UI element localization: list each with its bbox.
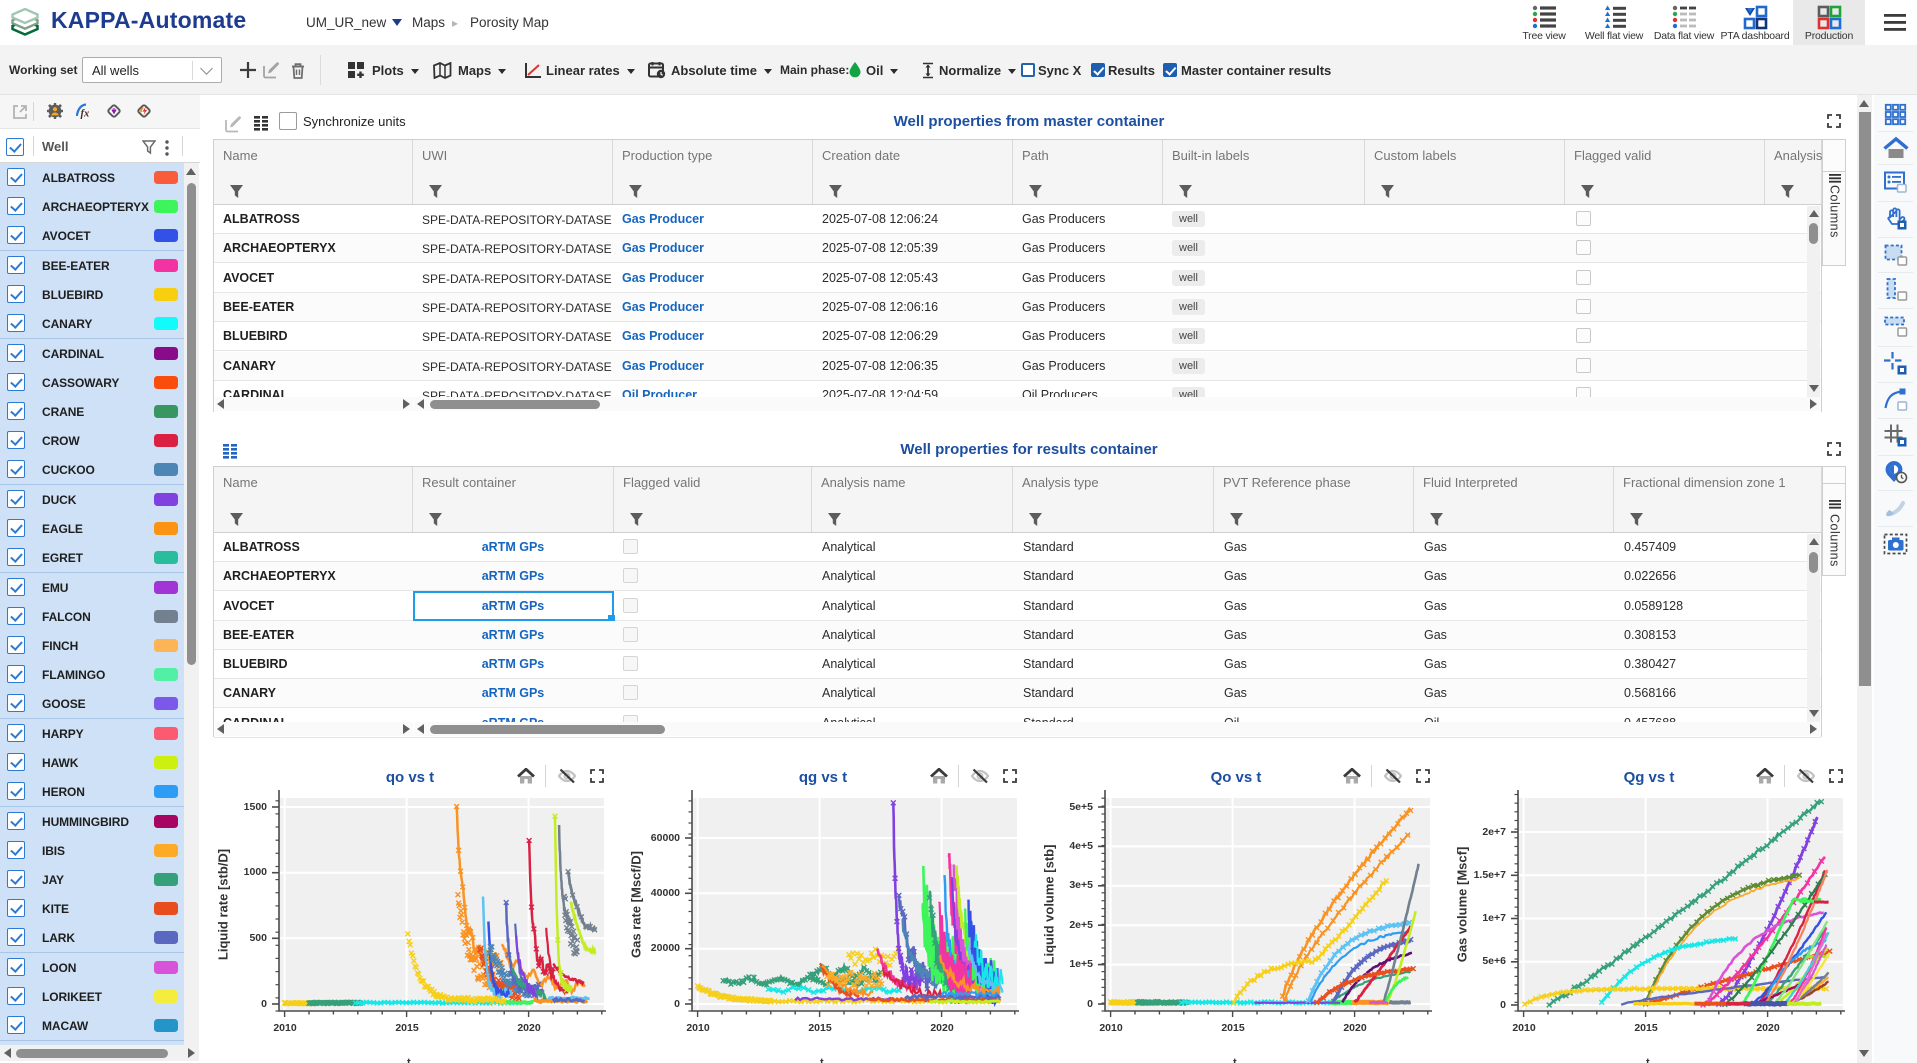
svg-text:fx: fx	[81, 109, 90, 120]
